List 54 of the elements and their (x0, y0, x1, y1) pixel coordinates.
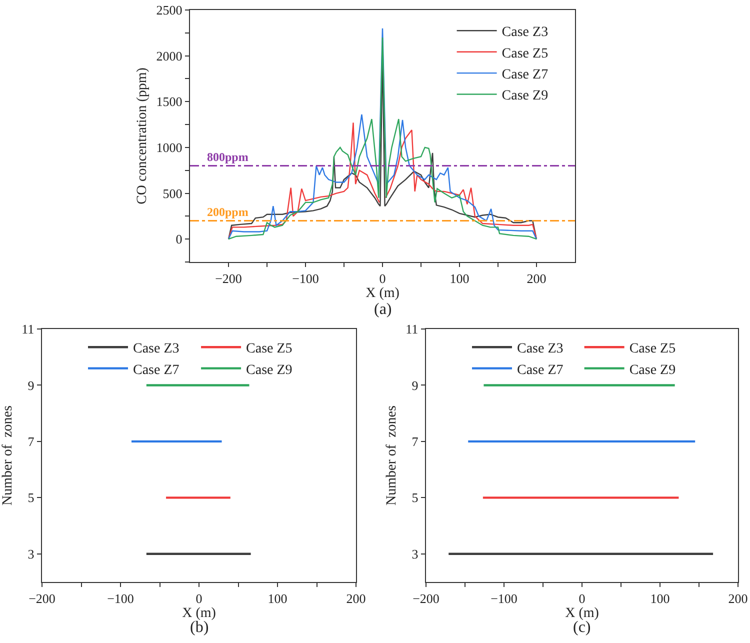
y-tick-label: 5 (28, 490, 34, 506)
y-tick-label: 1000 (156, 140, 182, 155)
x-tick-label: 100 (268, 590, 288, 606)
legend-label: Case Z7 (517, 362, 564, 378)
y-tick-label: 2500 (156, 2, 182, 18)
legend-label: Case Z7 (133, 362, 180, 378)
y-tick-label: 500 (162, 186, 182, 201)
legend-label: Case Z3 (517, 342, 564, 357)
y-tick-label: 9 (412, 378, 418, 393)
x-tick-label: 0 (379, 270, 386, 286)
x-tick-label: −200 (215, 270, 242, 286)
x-tick-label: 0 (196, 590, 202, 606)
y-tick-label: 0 (176, 232, 182, 247)
y-tick-label: 3 (28, 546, 34, 562)
ref-line-label: 800ppm (207, 150, 248, 164)
legend-label: Case Z9 (502, 88, 548, 104)
x-tick-label: 200 (728, 590, 748, 606)
legend-label: Case Z7 (502, 68, 548, 82)
x-axis-title: X (m) (182, 606, 216, 621)
x-tick-label: −100 (107, 590, 134, 606)
legend-label: Case Z9 (629, 362, 676, 378)
legend-label: Case Z3 (133, 342, 180, 357)
x-tick-label: 200 (526, 270, 546, 286)
legend-label: Case Z5 (246, 342, 292, 357)
y-tick-label: 7 (412, 434, 419, 449)
x-tick-label: 0 (578, 590, 586, 606)
y-tick-label: 9 (28, 378, 34, 393)
y-tick-label: 11 (406, 322, 418, 337)
legend-label: Case Z3 (502, 25, 548, 40)
legend-label: Case Z5 (502, 46, 548, 62)
y-tick-label: 7 (28, 434, 35, 449)
x-axis-title: X (m) (366, 286, 400, 301)
y-tick-label: 2000 (156, 48, 182, 64)
text: (b) (190, 619, 209, 636)
y-tick-label: 3 (412, 546, 418, 562)
y-axis-title: CO concentration (ppm) (134, 67, 150, 204)
y-tick-label: 5 (412, 490, 418, 506)
x-tick-label: −100 (490, 590, 518, 606)
text: (c) (573, 619, 591, 636)
y-axis-title: Number of zones (384, 406, 400, 506)
y-axis-title: Number of zones (0, 406, 16, 506)
y-tick-label: 1500 (156, 94, 182, 110)
x-tick-label: −200 (412, 590, 440, 606)
x-tick-label: −200 (28, 590, 56, 606)
y-tick-label: 11 (22, 322, 34, 337)
x-axis-title: X (m) (565, 606, 600, 621)
legend-label: Case Z9 (246, 362, 292, 378)
ref-line-label: 200ppm (207, 205, 248, 219)
x-tick-label: −100 (292, 270, 319, 286)
text: (a) (374, 301, 392, 318)
x-tick-label: 100 (650, 590, 670, 606)
legend-label: Case Z5 (629, 342, 676, 357)
x-tick-label: 200 (346, 590, 366, 606)
x-tick-label: 100 (450, 270, 470, 286)
